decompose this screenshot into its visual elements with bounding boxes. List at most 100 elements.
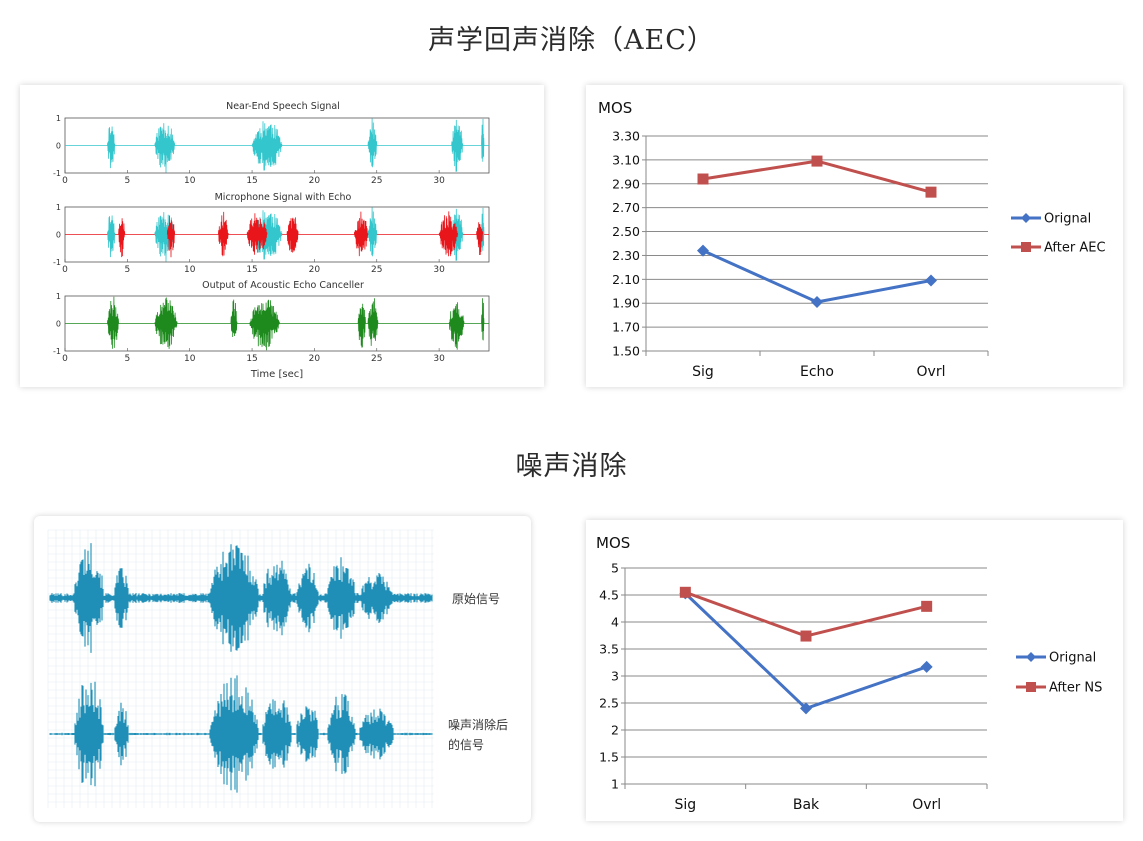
series-line-ns-0	[684, 592, 928, 710]
y-tick-label: 2.70	[612, 200, 640, 215]
x-tick-label: 30	[433, 354, 445, 364]
ns-mos-chart: MOS 5 4.5 4 3.5 3 2.5 2 1.5 1 Sig Bak Ovrl Orignal Af…	[596, 534, 1102, 813]
x-category-label: Ovrl	[912, 797, 941, 813]
y-tick-label: -1	[53, 258, 61, 267]
y-tick-label: 3.30	[612, 129, 640, 144]
waveform-burst	[353, 211, 369, 257]
waveform-burst	[230, 299, 238, 338]
x-category-label: Bak	[793, 797, 820, 813]
y-tick-label: 2.30	[612, 248, 640, 263]
ns-mos-chart-panel: MOS 5 4.5 4 3.5 3 2.5 2 1.5 1 Sig Bak Ovrl Orignal Af…	[586, 520, 1123, 821]
y-tick-label: -1	[53, 347, 61, 356]
waveform-burst	[451, 119, 464, 172]
original-signal-label: 原始信号	[452, 592, 500, 606]
aec-waveform-figure: Near-End Speech Signal 10-10 5 10 15 20 25 30 …	[53, 101, 490, 380]
ns-waveform-panel: 原始信号 噪声消除后 的信号	[34, 516, 531, 822]
y-tick-label: 4.5	[599, 588, 619, 603]
y-tick-label: 4	[611, 615, 619, 630]
waveform-burst	[251, 210, 283, 260]
waveform-burst	[286, 217, 299, 253]
series-line-aec-0	[702, 249, 932, 304]
waveform-burst	[481, 118, 485, 162]
y-tick-label: 1	[56, 203, 61, 212]
ns-waveform-figure: 原始信号 噪声消除后 的信号	[47, 529, 508, 808]
denoised-waveform	[49, 675, 433, 793]
x-category-label: Echo	[800, 364, 834, 380]
waveform-burst	[154, 297, 178, 349]
legend-label: Orignal	[1044, 212, 1091, 227]
y-tick-label: 2.50	[612, 224, 640, 239]
denoised-signal-label-line2: 的信号	[448, 737, 484, 752]
y-tick-label: 1.5	[599, 750, 619, 765]
legend-marker	[1026, 652, 1036, 662]
data-point-aec-s1-1	[811, 155, 823, 167]
data-point-aec-s0-2	[925, 274, 937, 287]
original-waveform	[49, 543, 433, 653]
y-tick-label: 1.90	[612, 296, 640, 311]
x-tick-label: 10	[184, 265, 196, 275]
x-tick-label: 15	[246, 176, 257, 186]
waveform-burst	[246, 213, 268, 255]
legend-marker	[1021, 213, 1031, 223]
legend-label: After AEC	[1044, 241, 1106, 256]
y-tick-label: 1	[56, 114, 61, 123]
y-tick-label: 5	[611, 561, 619, 576]
aec-output-plot: Output of Acoustic Echo Canceller 10-10 5…	[53, 280, 490, 364]
waveform-burst	[107, 296, 119, 349]
x-category-label: Sig	[692, 364, 714, 380]
ns-mos-y-label: MOS	[596, 534, 630, 552]
y-tick-label: 0	[56, 142, 61, 151]
plot-title-aec-output: Output of Acoustic Echo Canceller	[202, 280, 364, 291]
waveform-x-axis-label: Time [sec]	[250, 369, 303, 380]
y-tick-label: -1	[53, 169, 61, 178]
x-tick-label: 15	[246, 265, 257, 275]
data-point-ns-s1-1	[800, 630, 812, 642]
denoised-signal-label-line1: 噪声消除后	[448, 717, 508, 732]
data-point-ns-s0-1	[800, 702, 812, 715]
x-tick-label: 5	[124, 354, 130, 364]
y-tick-label: 1.70	[612, 320, 640, 335]
waveform-burst	[107, 126, 116, 169]
waveform-burst	[367, 118, 378, 168]
x-tick-label: 0	[62, 265, 68, 275]
y-tick-label: 3.10	[612, 152, 640, 167]
x-tick-label: 0	[62, 354, 68, 364]
x-tick-label: 30	[433, 176, 445, 186]
aec-waveform-panel: Near-End Speech Signal 1 0 -1 0 5 10 15 20 25 30 …	[20, 85, 544, 387]
legend-label: After NS	[1049, 681, 1102, 696]
x-tick-label: 20	[309, 354, 321, 364]
x-category-label: Sig	[674, 797, 696, 813]
y-tick-label: 2.10	[612, 272, 640, 287]
y-tick-label: 0	[56, 231, 61, 240]
x-tick-label: 20	[309, 265, 321, 275]
y-tick-label: 0	[56, 320, 61, 329]
waveform-burst	[367, 207, 378, 257]
waveform-burst	[118, 218, 126, 258]
waveform-burst	[107, 215, 116, 258]
plot-title-microphone: Microphone Signal with Echo	[215, 192, 352, 203]
x-tick-label: 30	[433, 265, 445, 275]
y-tick-label: 3	[611, 669, 619, 684]
legend-label: Orignal	[1049, 651, 1096, 666]
near-end-speech-plot: Near-End Speech Signal 10-10 5 10 15 20 25 30	[53, 101, 490, 186]
waveform-burst	[476, 222, 484, 256]
y-tick-label: 1	[56, 292, 61, 301]
legend-marker	[1026, 682, 1036, 692]
aec-mos-chart: MOS 3.30 3.10 2.90 2.70 2.50 2.30 2.10 1.90 1.70…	[598, 99, 1106, 380]
waveform-burst	[481, 207, 485, 251]
y-tick-label: 1	[611, 777, 619, 792]
x-category-label: Ovrl	[917, 364, 946, 380]
x-tick-label: 10	[184, 176, 196, 186]
x-tick-label: 15	[246, 354, 257, 364]
x-tick-label: 25	[371, 176, 382, 186]
waveform-burst	[357, 303, 366, 348]
x-tick-label: 5	[124, 265, 130, 275]
y-tick-label: 2	[611, 723, 619, 738]
x-tick-label: 5	[124, 176, 130, 186]
plot-title-near-end: Near-End Speech Signal	[226, 101, 340, 112]
data-point-ns-s1-2	[921, 600, 933, 612]
microphone-echo-plot: Microphone Signal with Echo 10-10 5 10 15 20…	[53, 192, 490, 275]
data-point-aec-s1-2	[925, 186, 937, 198]
data-point-aec-s1-0	[697, 173, 709, 185]
waveform-burst	[448, 302, 465, 350]
